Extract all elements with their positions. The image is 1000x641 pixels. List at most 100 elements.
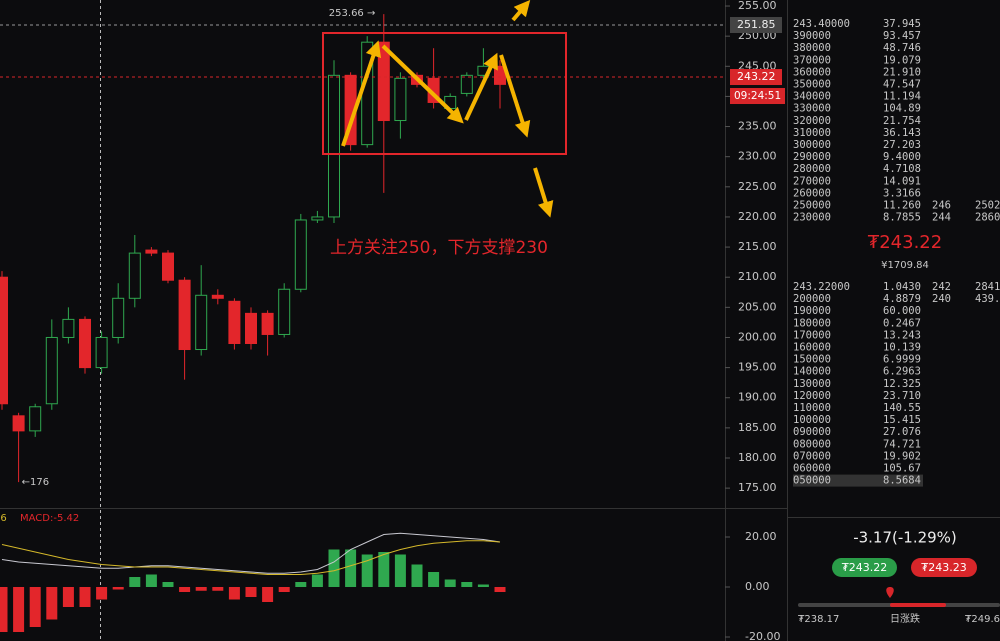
range-fill (890, 603, 946, 607)
book-cell: 310000 (793, 127, 831, 139)
buy-button-label[interactable]: ₮243.22 (842, 561, 888, 574)
book-cell: 250000 (793, 200, 831, 212)
book-cell: 48.746 (883, 42, 921, 54)
y-tick-label: 20.00 (745, 530, 777, 543)
macd-bar (96, 587, 108, 600)
book-cell: 2841 (975, 281, 1000, 293)
book-cell: 60.000 (883, 305, 921, 317)
book-cell: 12.325 (883, 378, 921, 390)
arrow (381, 44, 464, 124)
candle-body (128, 252, 141, 299)
macd-bar (79, 587, 91, 607)
time-tag-label: 09:24:51 (734, 90, 781, 102)
order-book: 243.40000 37.945 390000 93.457 380000 48.746 3… (793, 18, 1000, 487)
book-cell: 0.2467 (883, 317, 921, 329)
y-tick-label: 225.00 (738, 180, 777, 193)
y-tick-label: 235.00 (738, 120, 777, 133)
macd-bar (195, 587, 207, 591)
book-cell: 27.203 (883, 139, 921, 151)
macd-bar (162, 582, 174, 587)
highlight-box (322, 32, 567, 155)
book-cell: 242 (932, 281, 951, 293)
macd-bar (461, 582, 473, 587)
book-cell: 47.547 (883, 79, 921, 91)
macd-bar (361, 554, 373, 587)
book-cell: 27.076 (883, 426, 921, 438)
sell-button-label[interactable]: ₮243.23 (921, 561, 967, 574)
book-cell: 19.902 (883, 450, 921, 462)
book-cell: 6.2963 (883, 366, 921, 378)
y-tick-label: 185.00 (738, 421, 777, 434)
macd-chart: -20.00 0.00 20.00 36 MACD:-5.42 (0, 513, 780, 641)
reference-tag (730, 17, 782, 34)
book-cell: 8.7855 (883, 212, 921, 224)
range-high: ₮249.6 (965, 614, 1000, 625)
book-cell: 6.9999 (883, 354, 921, 366)
book-cell: 37.945 (883, 18, 921, 30)
buy-button[interactable] (832, 558, 897, 577)
sell-button[interactable] (911, 558, 977, 577)
last-price: ₮243.22 (868, 232, 942, 253)
book-cell: 14.091 (883, 175, 921, 187)
dea-line (1, 540, 501, 575)
y-tick-label: 190.00 (738, 391, 777, 404)
arrow (464, 52, 498, 121)
candle-body (95, 336, 108, 369)
y-tick-label: 175.00 (738, 481, 777, 494)
last-price-cny: ¥1709.84 (881, 260, 929, 271)
y-tick-label: 195.00 (738, 361, 777, 374)
macd-bar (179, 587, 191, 592)
book-cell: 370000 (793, 54, 831, 66)
macd-bar (411, 564, 423, 587)
candle-body (377, 41, 390, 122)
candle-body (460, 74, 473, 94)
book-cell: 9.4000 (883, 151, 921, 163)
y-tick-label: 200.00 (738, 330, 777, 343)
arrow (533, 167, 554, 218)
book-cell: 1.0430 (883, 281, 921, 293)
book-cell: 340000 (793, 91, 831, 103)
book-cell: 11.260 (883, 200, 921, 212)
book-cell: 3.3166 (883, 187, 921, 199)
book-cell: 080000 (793, 438, 831, 450)
book-cell: 19.079 (883, 54, 921, 66)
book-cell: 8.5684 (883, 475, 921, 487)
macd-bar (278, 587, 290, 592)
macd-bar (145, 574, 157, 587)
candle-body (228, 300, 241, 344)
book-cell: 260000 (793, 187, 831, 199)
macd-bar (378, 552, 390, 587)
macd-bar (62, 587, 74, 607)
candle-body (145, 249, 158, 254)
candle-body (29, 406, 42, 432)
book-cell: 090000 (793, 426, 831, 438)
book-cell: 240 (932, 293, 951, 305)
arrow (341, 40, 382, 147)
book-cell: 200000 (793, 293, 831, 305)
range-low: ₮238.17 (798, 614, 839, 625)
book-cell: 360000 (793, 66, 831, 78)
book-cell: 280000 (793, 163, 831, 175)
book-cell: 050000 (793, 475, 831, 487)
book-cell: 11.194 (883, 91, 921, 103)
candle-body (178, 279, 191, 351)
y-tick-label: -20.00 (745, 630, 780, 641)
macd-bar (0, 587, 8, 632)
book-cell: 140000 (793, 366, 831, 378)
book-cell: 243.40000 (793, 18, 850, 30)
macd-bar (46, 587, 58, 620)
book-cell: 4.8879 (883, 293, 921, 305)
macd-bar (29, 587, 41, 627)
y-tick-label: 230.00 (738, 150, 777, 163)
book-cell: 21.754 (883, 115, 921, 127)
arrow (499, 54, 531, 138)
book-cell: 2860 (975, 212, 1000, 224)
candle-body (62, 318, 75, 338)
y-tick-label: 255.00 (738, 0, 777, 12)
book-cell: 380000 (793, 42, 831, 54)
book-cell: 246 (932, 200, 951, 212)
dif-line (1, 532, 501, 574)
book-cell: 150000 (793, 354, 831, 366)
macd-bar (112, 587, 124, 590)
candle-body (261, 312, 274, 335)
